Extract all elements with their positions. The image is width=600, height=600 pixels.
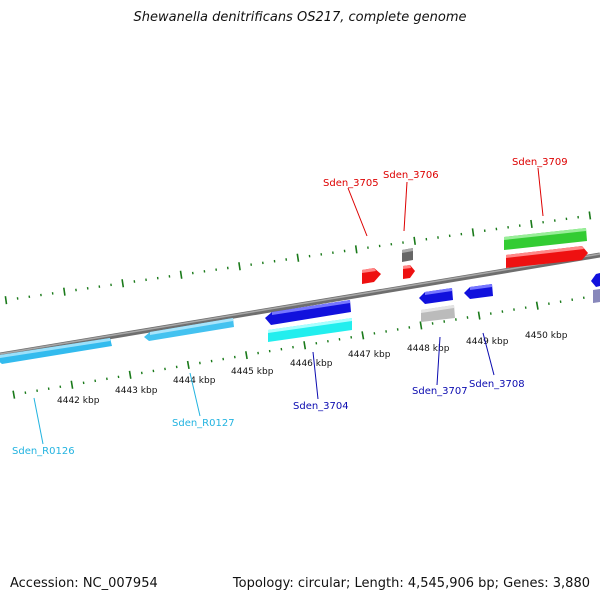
genome-backbone xyxy=(0,252,600,358)
feature-sden-3706[interactable] xyxy=(403,265,415,279)
major-tick xyxy=(361,331,365,340)
major-tick xyxy=(245,351,248,360)
major-tick xyxy=(128,370,132,379)
feature-sden-3709[interactable] xyxy=(506,246,588,268)
major-tick xyxy=(4,296,8,305)
genome-summary-text: Topology: circular; Length: 4,545,906 bp… xyxy=(232,576,590,591)
feature-sden-3705[interactable] xyxy=(362,268,381,284)
kbp-label: 4446 kbp xyxy=(290,359,333,369)
major-tick xyxy=(70,380,74,389)
feature-sden-r0126[interactable] xyxy=(0,338,112,364)
label-sden-3707[interactable]: Sden_3707 xyxy=(412,386,468,397)
feature-sden-3704[interactable] xyxy=(265,300,351,325)
gray-block-lower xyxy=(421,305,455,322)
label-sden-r0126[interactable]: Sden_R0126 xyxy=(12,446,75,457)
callout-sden-r0126[interactable]: Sden_R0126 xyxy=(12,397,75,457)
major-tick xyxy=(419,321,423,330)
label-sden-3705[interactable]: Sden_3705 xyxy=(323,178,379,189)
major-tick xyxy=(303,341,307,350)
scale-labels: 4442 kbp 4443 kbp 4444 kbp 4445 kbp 4446… xyxy=(57,331,568,406)
label-sden-3709[interactable]: Sden_3709 xyxy=(512,157,568,168)
label-sden-r0127[interactable]: Sden_R0127 xyxy=(172,418,235,429)
orf-green-block xyxy=(504,228,587,250)
kbp-label: 4442 kbp xyxy=(57,396,100,406)
gray-block-upper xyxy=(402,248,413,262)
kbp-label: 4444 kbp xyxy=(173,376,216,386)
callout-sden-3706[interactable]: Sden_3706 xyxy=(383,170,439,232)
major-tick xyxy=(471,228,475,237)
feature-sden-r0127[interactable] xyxy=(144,318,234,341)
major-tick xyxy=(238,262,241,271)
accession-text: Accession: NC_007954 xyxy=(10,576,158,591)
kbp-label: 4443 kbp xyxy=(115,386,158,396)
map-title: Shewanella denitrificans OS217, complete… xyxy=(133,10,467,25)
feature-edge-blue xyxy=(591,273,600,303)
major-tick xyxy=(296,253,300,262)
kbp-label: 4445 kbp xyxy=(231,367,274,377)
kbp-label: 4449 kbp xyxy=(466,337,509,347)
feature-sden-3707[interactable] xyxy=(419,288,453,304)
kbp-label: 4447 kbp xyxy=(348,350,391,360)
callout-sden-3704[interactable]: Sden_3704 xyxy=(293,351,349,412)
major-tick xyxy=(186,360,190,370)
label-sden-3704[interactable]: Sden_3704 xyxy=(293,401,349,412)
major-tick xyxy=(588,211,592,220)
inner-tick-track xyxy=(12,291,597,399)
callout-sden-3705[interactable]: Sden_3705 xyxy=(323,178,379,237)
major-tick xyxy=(530,219,533,229)
major-tick xyxy=(63,287,66,296)
kbp-label: 4450 kbp xyxy=(525,331,568,341)
major-tick xyxy=(354,245,358,254)
major-tick xyxy=(535,301,539,310)
callout-sden-3707[interactable]: Sden_3707 xyxy=(412,336,468,397)
major-tick xyxy=(121,279,125,288)
outer-tick-track xyxy=(4,211,592,305)
callout-sden-r0127[interactable]: Sden_R0127 xyxy=(172,372,235,429)
label-sden-3708[interactable]: Sden_3708 xyxy=(469,379,525,390)
major-tick xyxy=(179,270,183,279)
label-sden-3706[interactable]: Sden_3706 xyxy=(383,170,439,181)
major-tick xyxy=(477,311,481,320)
major-tick xyxy=(12,390,16,399)
kbp-label: 4448 kbp xyxy=(407,344,450,354)
callout-sden-3708[interactable]: Sden_3708 xyxy=(469,332,525,390)
major-tick xyxy=(413,236,416,245)
callout-sden-3709[interactable]: Sden_3709 xyxy=(512,157,568,217)
feature-sden-3708[interactable] xyxy=(464,284,493,299)
orf-cyan-block xyxy=(268,318,352,342)
